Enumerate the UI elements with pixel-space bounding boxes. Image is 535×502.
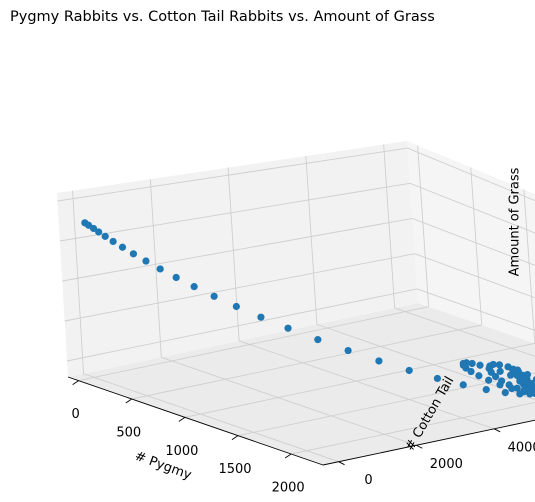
data-point (492, 373, 500, 381)
x-grid-floor (291, 401, 535, 455)
data-point (495, 361, 504, 369)
data-point (513, 384, 521, 392)
data-point (210, 292, 218, 300)
z-grid-left (59, 182, 410, 242)
x-tick (284, 453, 292, 459)
chart-title: Pygmy Rabbits vs. Cotton Tail Rabbits vs… (10, 9, 435, 25)
data-point (467, 367, 475, 376)
y-tick (416, 444, 423, 449)
data-point (156, 265, 164, 273)
z-axis-label: Amount of Grass (508, 167, 523, 276)
data-point (508, 384, 516, 393)
axis-lines (67, 376, 535, 466)
x-tick (178, 416, 186, 422)
z-grid-back (416, 288, 535, 331)
data-point (476, 361, 484, 369)
y-grid-floor (238, 340, 495, 430)
x-grid-back (417, 145, 430, 307)
data-point (462, 364, 470, 372)
data-point (89, 224, 98, 233)
data-point (468, 359, 476, 368)
x-grid-floor (131, 324, 482, 400)
x-tick-label: 2000 (272, 481, 305, 496)
data-point (118, 243, 127, 251)
y-axis-line (322, 419, 535, 466)
data-point (95, 228, 103, 236)
grid-lines (57, 144, 535, 463)
left-pane (57, 141, 418, 377)
z-grid-left (64, 253, 415, 322)
x-grid-back (523, 189, 535, 344)
data-point (232, 302, 240, 311)
data-point (496, 381, 504, 389)
x-tick (125, 398, 132, 404)
floor-pane (68, 303, 535, 465)
y-grid-left (227, 167, 240, 341)
data-point (314, 336, 322, 344)
x-grid-floor (184, 342, 535, 418)
data-point (405, 366, 413, 375)
data-point (501, 388, 509, 397)
tick-marks (72, 380, 501, 466)
x-tick-label: 1000 (165, 444, 198, 459)
x-tick-label: 0 (71, 407, 79, 422)
data-point (475, 372, 483, 380)
z-grid-back (409, 182, 535, 234)
data-point (531, 389, 535, 398)
y-tick (338, 461, 345, 466)
data-points (81, 219, 535, 398)
y-grid-floor (83, 373, 339, 463)
data-point (375, 357, 383, 365)
x-tick-label: 500 (116, 426, 141, 441)
y-grid-left (305, 155, 318, 325)
y-grid-floor (316, 323, 535, 401)
x-axis-line (67, 376, 324, 466)
data-point (129, 250, 138, 258)
z-grid-back (414, 253, 535, 299)
data-point (101, 232, 109, 240)
y-tick-label: 2000 (430, 457, 463, 472)
data-point (109, 237, 117, 246)
y-grid-left (149, 179, 162, 358)
x-tick-label: 1500 (218, 462, 251, 477)
axis-panes (57, 141, 535, 465)
y-grid-floor (394, 307, 535, 357)
data-point (344, 346, 352, 355)
data-point (284, 324, 292, 332)
data-point (482, 386, 490, 394)
y-tick (493, 428, 501, 433)
data-point (142, 257, 150, 265)
data-point (459, 381, 467, 389)
x-tick (72, 380, 79, 386)
tick-labels: 0500100015002000020004000600080005000060… (71, 407, 535, 496)
data-point (257, 313, 265, 321)
y-tick-label: 0 (364, 473, 372, 488)
data-point (190, 283, 198, 291)
y-grid-left (72, 190, 85, 374)
y-grid-floor (161, 356, 417, 446)
data-point (485, 376, 493, 384)
data-point (433, 374, 442, 383)
data-point (516, 390, 524, 398)
data-point (172, 273, 180, 282)
z-grid-back (412, 218, 535, 266)
data-point (496, 367, 504, 375)
y-grid-left (383, 144, 396, 308)
z-grid-left (66, 288, 418, 362)
back-pane (407, 141, 535, 344)
z-grid-left (57, 147, 408, 202)
x-grid-floor (78, 306, 429, 382)
y-tick-label: 4000 (508, 440, 535, 455)
data-point (526, 390, 534, 398)
x-grid-back (470, 167, 483, 326)
z-grid-left (62, 218, 413, 282)
x-tick (231, 435, 239, 441)
